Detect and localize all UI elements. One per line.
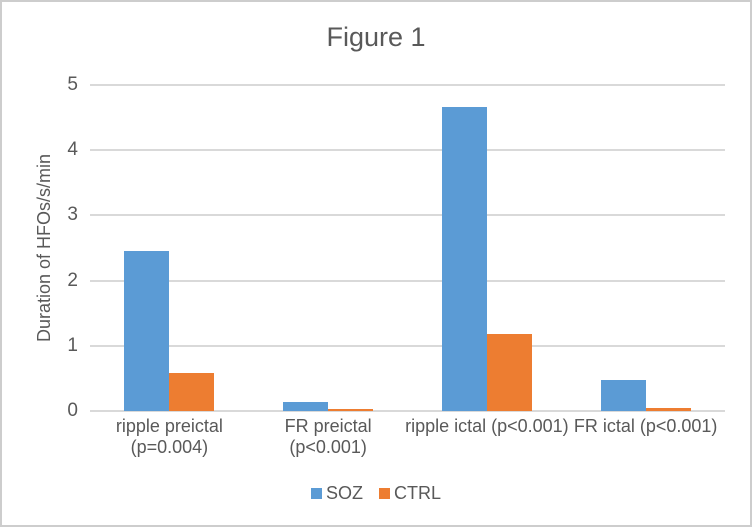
x-axis-label: ripple preictal (p=0.004)	[115, 416, 223, 457]
y-tick-label: 5	[67, 74, 78, 95]
y-tick-label: 1	[67, 334, 78, 356]
y-tick-label: 2	[67, 269, 78, 291]
y-tick-label: 0	[67, 400, 78, 421]
y-axis-title: Duration of HFOs/s/min	[34, 153, 54, 343]
legend-label-soz: SOZ	[325, 483, 363, 503]
bar-ctrl-1	[328, 409, 374, 411]
legend: SOZ CTRL	[2, 483, 750, 504]
legend-label-ctrl: CTRL	[394, 483, 442, 503]
bar-ctrl-3	[645, 407, 691, 411]
x-axis-label: ripple ictal (p<0.001)	[405, 416, 569, 436]
gridline	[90, 214, 725, 217]
bar-soz-1	[283, 401, 329, 411]
y-tick-label: 3	[67, 204, 78, 226]
legend-item-soz: SOZ	[310, 483, 363, 504]
gridline	[90, 84, 725, 86]
gridline	[90, 344, 725, 347]
legend-swatch-soz	[310, 488, 322, 499]
gridline	[90, 279, 725, 282]
x-axis-line	[90, 410, 725, 412]
gridline	[90, 149, 725, 152]
legend-swatch-ctrl	[379, 488, 390, 499]
bar-soz-0	[124, 251, 170, 411]
chart-title: Figure 1	[326, 22, 426, 52]
x-axis-label: FR preictal (p<0.001)	[284, 416, 372, 457]
bar-ctrl-2	[486, 334, 532, 411]
bar-soz-2	[441, 106, 487, 411]
legend-item-ctrl: CTRL	[379, 483, 441, 504]
y-tick-label: 4	[67, 139, 78, 161]
x-axis-label: FR ictal (p<0.001)	[573, 416, 718, 436]
bar-soz-3	[600, 380, 646, 411]
bar-ctrl-0	[169, 373, 215, 411]
